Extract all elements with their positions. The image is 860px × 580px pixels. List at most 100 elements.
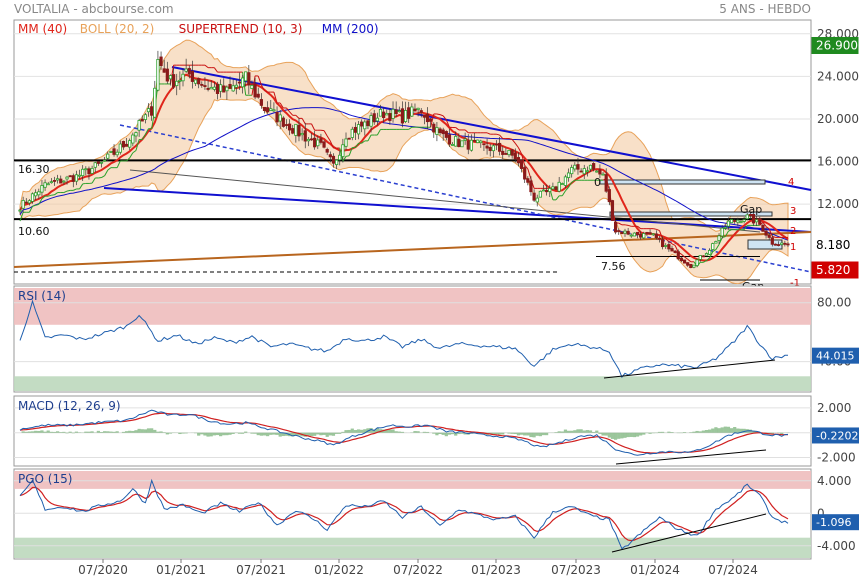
candle-body: [244, 71, 248, 82]
macd-histogram-bar: [128, 430, 132, 433]
candle-body: [178, 79, 182, 82]
supertrend-segment: [286, 107, 290, 113]
supertrend-segment: [342, 156, 347, 162]
candle-body: [535, 197, 539, 203]
macd-histogram-bar: [733, 427, 737, 433]
candle-body: [529, 180, 533, 193]
macd-histogram-bar: [143, 429, 147, 433]
candle-body: [410, 106, 414, 117]
supertrend-segment: [527, 168, 532, 180]
indicator-trendline: [603, 359, 776, 379]
candle-body: [278, 114, 282, 122]
macd-histogram-bar: [545, 432, 549, 436]
macd-histogram-bar: [178, 432, 182, 435]
x-tick-label: 01/2024: [630, 563, 680, 577]
candle-body: [391, 108, 395, 119]
candle-body: [510, 149, 514, 156]
supertrend-segment: [668, 241, 673, 245]
supertrend-segment: [367, 134, 372, 142]
candle-body: [266, 107, 270, 113]
macd-histogram-bar: [479, 432, 483, 434]
candle-body: [388, 113, 392, 121]
indicator-tick-label: 2.000: [817, 401, 851, 415]
supertrend-segment: [126, 157, 131, 162]
macd-histogram-bar: [284, 432, 289, 436]
macd-histogram-bar: [30, 431, 35, 433]
candle-body: [639, 233, 643, 238]
fib-level-label: -1: [790, 278, 800, 289]
macd-histogram-bar: [535, 432, 539, 436]
macd-histogram-bar: [557, 431, 561, 433]
candle-body: [617, 230, 621, 232]
candle-body: [488, 146, 492, 151]
macd-histogram-bar: [541, 432, 546, 436]
supertrend-segment: [91, 177, 96, 184]
gap-label: Gap: [740, 203, 762, 216]
candle-body: [679, 257, 684, 262]
supertrend-segment: [323, 130, 328, 137]
supertrend-segment: [135, 139, 140, 151]
supertrend-segment: [724, 230, 729, 237]
candle-body: [209, 87, 213, 90]
macd-histogram-bar: [501, 432, 505, 435]
supertrend-segment: [656, 228, 660, 232]
macd-histogram-bar: [46, 430, 50, 433]
macd-histogram-bar: [209, 432, 213, 437]
macd-histogram-bar: [62, 431, 66, 433]
candle-body: [181, 73, 185, 82]
macd-histogram-bar: [156, 431, 160, 433]
macd-histogram-bar: [65, 432, 69, 434]
macd-histogram-bar: [441, 432, 445, 435]
trendline-lower-support: [103, 187, 812, 233]
candle-body: [563, 176, 568, 186]
candle-body: [642, 233, 646, 239]
macd-histogram-bar: [197, 432, 201, 436]
candle-body: [632, 232, 637, 237]
candle-body: [65, 176, 69, 180]
macd-histogram-bar: [519, 432, 524, 435]
macd-histogram-bar: [397, 431, 401, 433]
macd-histogram-bar: [661, 431, 665, 433]
supertrend-segment: [768, 228, 773, 237]
fib-level-label: 2: [790, 226, 796, 237]
candle-body: [96, 161, 100, 164]
candle-body: [748, 213, 752, 217]
supertrend-segment: [561, 190, 566, 197]
candle-body: [121, 141, 126, 148]
supertrend-segment: [66, 189, 71, 192]
indicator-tick-label: -4.000: [817, 539, 856, 553]
macd-histogram-bar: [369, 428, 373, 433]
macd-histogram-bar: [165, 432, 169, 435]
x-tick-label: 07/2024: [708, 563, 758, 577]
supertrend-segment: [571, 179, 576, 183]
legend-entry: MM (40): [18, 22, 67, 36]
candle-body: [494, 143, 499, 146]
supertrend-segment: [264, 90, 268, 93]
macd-histogram-bar: [219, 432, 223, 437]
indicator-line: [19, 299, 789, 379]
candle-body: [711, 243, 715, 250]
supertrend-segment: [521, 153, 526, 166]
macd-histogram-bar: [400, 431, 405, 433]
macd-histogram-bar: [96, 430, 100, 433]
macd-histogram-bar: [566, 430, 571, 433]
macd-histogram-bar: [203, 432, 207, 436]
chart-source-title: VOLTALIA - abcbourse.com: [14, 2, 174, 16]
candle-body: [776, 244, 781, 246]
candle-body: [472, 139, 477, 142]
candle-body: [18, 209, 22, 212]
candle-body: [341, 144, 345, 157]
macd-histogram-bar: [363, 429, 367, 433]
candle-body: [219, 84, 223, 92]
macd-histogram-bar: [563, 429, 568, 433]
candle-body: [360, 121, 364, 127]
candle-body: [30, 193, 35, 202]
supertrend-segment: [141, 134, 146, 140]
candle-body: [491, 145, 495, 152]
supertrend-segment: [618, 222, 623, 226]
candle-body: [579, 170, 583, 173]
macd-histogram-bar: [244, 431, 248, 433]
candle-body: [604, 174, 608, 192]
macd-histogram-bar: [52, 431, 57, 433]
candle-body: [570, 167, 574, 175]
